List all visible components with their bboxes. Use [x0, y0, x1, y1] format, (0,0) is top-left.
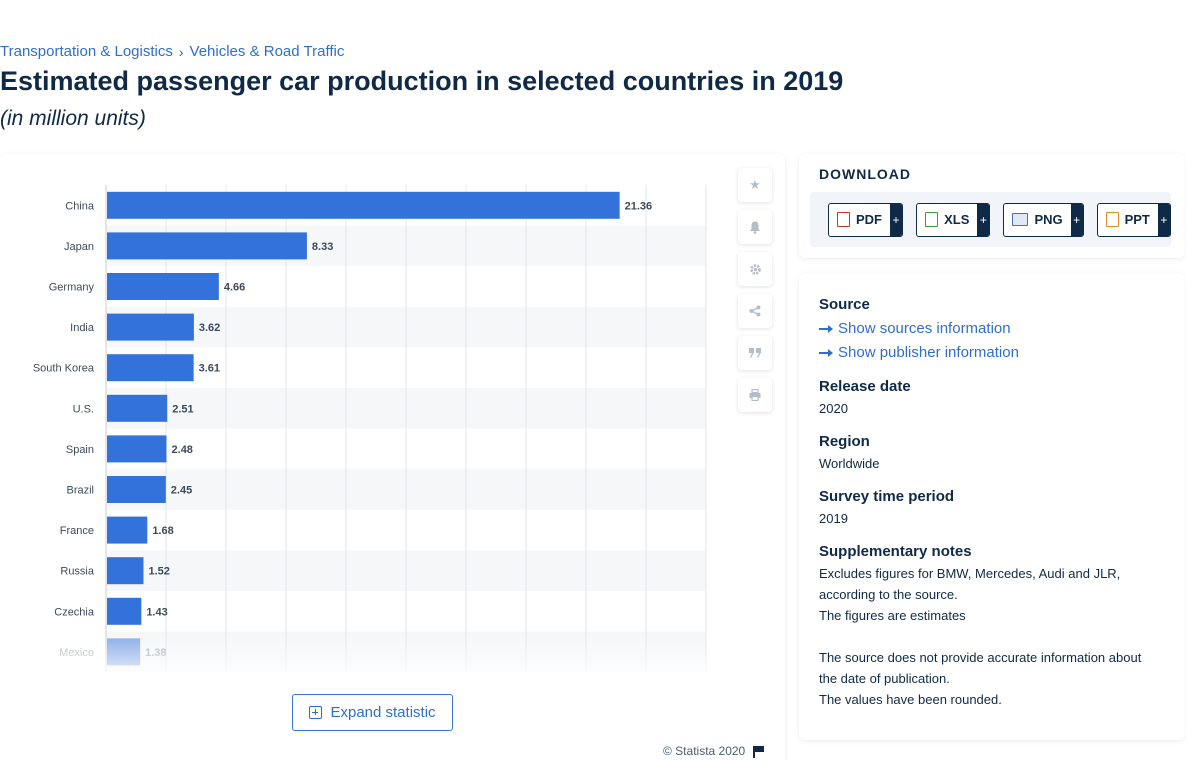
notes-heading: Supplementary notes [819, 543, 972, 560]
value-label: 2.48 [172, 444, 193, 456]
download-ppt-button[interactable]: PPT + [1096, 202, 1171, 237]
expand-icon [309, 706, 323, 719]
chart-card: China 21.36 Japan 8.33 Germany 4.66 India 3.62 S… [0, 154, 785, 760]
page-title: Estimated passenger car production in se… [0, 66, 844, 96]
bar [107, 476, 166, 503]
show-sources-label: Show sources information [838, 320, 1011, 337]
breadcrumb-link-vehicles[interactable]: Vehicles & Road Traffic [189, 43, 345, 60]
download-pdf-label: PDF [856, 212, 882, 227]
notes-text-3: The source does not provide accurate inf… [819, 650, 1142, 686]
bar [107, 557, 144, 585]
copyright: © Statista 2020 [663, 744, 765, 758]
category-label: U.S. [73, 403, 94, 415]
value-label: 3.61 [199, 363, 220, 375]
fade-overlay [0, 635, 720, 677]
breadcrumb: Transportation & Logistics › Vehicles & … [0, 43, 344, 60]
value-label: 1.52 [148, 566, 169, 578]
category-label: India [70, 322, 95, 334]
bar [107, 597, 142, 625]
png-file-icon [1012, 213, 1029, 226]
value-label: 2.51 [172, 403, 193, 415]
region-heading: Region [819, 433, 870, 450]
breadcrumb-link-transportation[interactable]: Transportation & Logistics [0, 43, 173, 60]
download-png-label: PNG [1034, 212, 1063, 227]
region-value: Worldwide [819, 456, 880, 471]
download-xls-label: XLS [944, 212, 970, 227]
download-xls-button[interactable]: XLS + [916, 202, 991, 237]
download-png-button[interactable]: PNG + [1003, 202, 1084, 237]
survey-period-value: 2019 [819, 511, 848, 526]
star-icon: ★ [749, 177, 761, 192]
notes-text-2: The figures are estimates [819, 608, 966, 623]
release-date-heading: Release date [819, 378, 911, 395]
value-label: 2.45 [171, 485, 192, 497]
value-label: 8.33 [312, 241, 333, 253]
show-publisher-link[interactable]: Show publisher information [819, 344, 1019, 361]
download-buttons: PDF + XLS + PNG + PPT + [810, 192, 1171, 247]
download-ppt-label: PPT [1124, 212, 1150, 227]
value-label: 1.68 [152, 525, 173, 537]
print-button[interactable] [738, 378, 772, 412]
settings-button[interactable] [738, 252, 772, 286]
notification-button[interactable] [738, 210, 772, 244]
chart-toolbar: ★ [738, 168, 772, 420]
download-card: DOWNLOAD PDF + XLS + PNG + PPT + [799, 154, 1185, 258]
category-label: China [65, 200, 95, 212]
plus-icon: + [977, 203, 990, 236]
bar-chart: China 21.36 Japan 8.33 Germany 4.66 India 3.62 S… [0, 185, 720, 677]
category-label: France [60, 525, 94, 537]
category-label: Brazil [66, 485, 94, 497]
download-pdf-button[interactable]: PDF + [828, 202, 904, 237]
category-label: Czechia [54, 606, 95, 618]
cite-button[interactable] [738, 336, 772, 370]
quote-icon [749, 348, 761, 358]
category-label: Russia [60, 566, 95, 578]
expand-statistic-label: Expand statistic [330, 704, 436, 721]
favorite-button[interactable]: ★ [738, 168, 772, 202]
notes-text-1: Excludes figures for BMW, Mercedes, Audi… [819, 566, 1121, 602]
flag-icon[interactable] [753, 745, 765, 758]
bar [107, 354, 194, 382]
value-label: 21.36 [625, 200, 653, 212]
bar [107, 313, 194, 341]
release-date-value: 2020 [819, 401, 848, 416]
bar [107, 273, 219, 300]
ppt-file-icon [1105, 212, 1119, 227]
arrow-right-icon [819, 324, 833, 333]
bar [107, 435, 167, 463]
survey-period-heading: Survey time period [819, 488, 955, 505]
pdf-file-icon [837, 212, 850, 227]
value-label: 4.66 [224, 282, 245, 294]
show-publisher-label: Show publisher information [838, 344, 1019, 361]
bell-icon [750, 221, 760, 234]
source-heading: Source [819, 296, 870, 313]
plus-icon: + [890, 203, 903, 236]
category-label: South Korea [33, 363, 95, 375]
show-sources-link[interactable]: Show sources information [819, 320, 1011, 337]
plus-icon: + [1157, 203, 1170, 236]
copyright-text: © Statista 2020 [663, 744, 746, 758]
xls-file-icon [925, 212, 939, 227]
plus-icon: + [1070, 203, 1083, 236]
value-label: 3.62 [199, 322, 220, 334]
category-label: Germany [49, 282, 95, 294]
notes-text-4: The values have been rounded. [819, 692, 1002, 707]
share-icon [749, 305, 761, 317]
bar [107, 516, 148, 544]
breadcrumb-separator: › [178, 43, 184, 60]
value-label: 1.43 [146, 606, 167, 618]
download-title: DOWNLOAD [819, 166, 911, 182]
gear-icon [749, 263, 761, 275]
page-subtitle: (in million units) [0, 107, 146, 130]
statistic-details-card: Source Show sources information Show pub… [799, 273, 1185, 740]
category-label: Japan [64, 241, 94, 253]
arrow-right-icon [819, 348, 833, 357]
bar [107, 394, 168, 422]
bar [107, 191, 620, 219]
expand-statistic-button[interactable]: Expand statistic [292, 694, 453, 731]
category-label: Spain [66, 444, 94, 456]
printer-icon [749, 389, 761, 401]
share-button[interactable] [738, 294, 772, 328]
bar [107, 232, 307, 260]
